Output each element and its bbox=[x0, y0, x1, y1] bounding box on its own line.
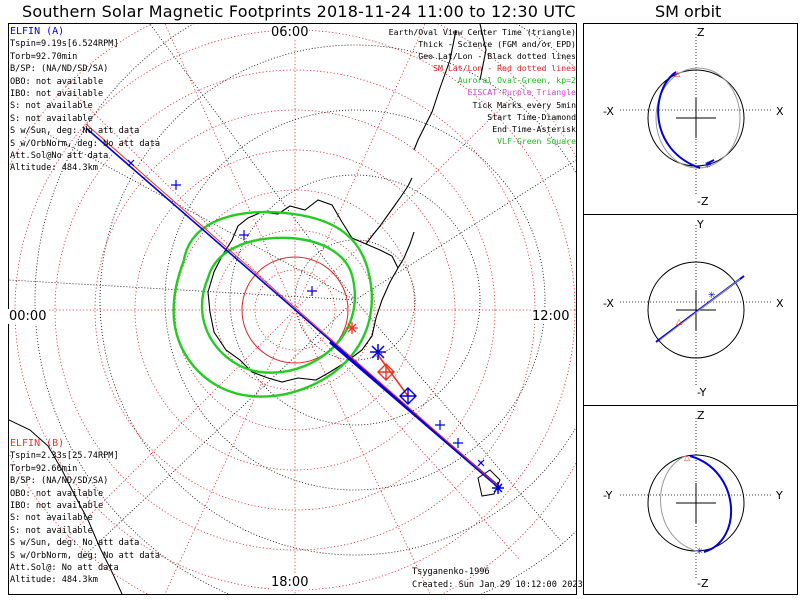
start-time-diamond-a bbox=[399, 387, 417, 405]
mlt-label-top: 06:00 bbox=[270, 25, 310, 40]
end-time-asterisk bbox=[370, 344, 504, 494]
elfin-b-asterisk bbox=[346, 322, 358, 334]
svg-text:△: △ bbox=[684, 453, 691, 462]
svg-text:✳: ✳ bbox=[696, 547, 704, 557]
svg-text:✳: ✳ bbox=[704, 161, 712, 171]
legend-item: Earth/Oval View Center Time (triangle) bbox=[388, 27, 576, 37]
svg-text:✳: ✳ bbox=[708, 291, 716, 301]
orbit3-right-label: Y bbox=[776, 489, 783, 502]
elfin-a-line: S w/Sun, deg: No att data bbox=[10, 126, 140, 137]
elfin-b-line: S w/Sun, deg: No att data bbox=[10, 538, 140, 549]
orbit-panel-xz: △ ✳ bbox=[620, 34, 772, 196]
mlt-label-bottom: 18:00 bbox=[270, 575, 310, 590]
legend-item: VLF-Green Square bbox=[497, 135, 576, 146]
orbit3-left-label: -Y bbox=[603, 489, 613, 502]
elfin-b-line: S: not available bbox=[10, 513, 93, 524]
page-title: Southern Solar Magnetic Footprints 2018-… bbox=[22, 2, 576, 21]
legend-item: SM Lat/Lon - Red dotted lines bbox=[433, 63, 576, 74]
orbit1-left-label: -X bbox=[603, 105, 614, 118]
elfin-a-line: Torb=92.70min bbox=[10, 51, 78, 62]
sm-orbit-panel bbox=[583, 23, 798, 595]
legend-item: End Time-Asterisk bbox=[492, 123, 576, 134]
elfin-b-line: IBO: not available bbox=[10, 501, 104, 512]
south-america-coastline bbox=[413, 24, 487, 151]
orbit3-top-label: Z bbox=[697, 409, 705, 422]
elfin-b-line: Torb=92.66min bbox=[10, 463, 78, 474]
orbit-panel-xy: △ ✳ bbox=[620, 225, 772, 387]
legend-item: Auroral Oval-Green, kp=2 bbox=[457, 75, 576, 86]
orbit-panel-yz: △ ✳ bbox=[620, 418, 772, 580]
orbit-divider bbox=[583, 405, 798, 406]
orbit1-right-label: X bbox=[776, 105, 784, 118]
legend: Earth/Oval View Center Time (triangle) T… bbox=[389, 26, 576, 147]
elfin-b-name: ELFIN (B) bbox=[10, 438, 65, 449]
elfin-a-line: Att.Sol@No att data bbox=[10, 151, 109, 162]
elfin-b-info: ELFIN (B) Tspin=2.33s[25.74RPM] Torb=92.… bbox=[10, 438, 160, 587]
elfin-a-line: IBO: not available bbox=[10, 89, 104, 100]
legend-item: Tick Marks every 5min bbox=[472, 99, 576, 110]
elfin-a-line: S w/OrbNorm, deg: No att data bbox=[10, 138, 161, 149]
elfin-a-line: S: not available bbox=[10, 113, 93, 124]
elfin-a-line: Tspin=9.19s[6.524RPM] bbox=[10, 39, 119, 50]
elfin-a-line: B/SP: (NA/ND/SD/SA) bbox=[10, 64, 109, 75]
auroral-oval bbox=[172, 210, 374, 398]
elfin-b-line: OBO: not available bbox=[10, 488, 104, 499]
orbit3-bottom-label: -Z bbox=[697, 577, 709, 590]
antarctica-coastline bbox=[207, 199, 399, 383]
orbit2-right-label: X bbox=[776, 297, 784, 310]
sm-pole-circle bbox=[241, 256, 349, 364]
legend-item: Geo Lat/Lon - Black dotted lines bbox=[418, 51, 576, 62]
elfin-a-name: ELFIN (A) bbox=[10, 26, 65, 37]
elfin-a-line: OBO: not available bbox=[10, 76, 104, 87]
mlt-label-right: 12:00 bbox=[531, 309, 571, 324]
orbit2-left-label: -X bbox=[603, 297, 614, 310]
orbit2-top-label: Y bbox=[697, 218, 704, 231]
elfin-b-line: B/SP: (NA/ND/SD/SA) bbox=[10, 476, 109, 487]
elfin-a-line: Altitude: 484.3km bbox=[10, 163, 98, 174]
track-tick-marks bbox=[127, 159, 485, 467]
orbit1-bottom-label: -Z bbox=[697, 195, 709, 208]
legend-item: Thick - Science (FGM and/or EPD) bbox=[418, 39, 576, 50]
start-time-diamond-b bbox=[377, 363, 395, 381]
mlt-label-left: 00:00 bbox=[8, 309, 48, 324]
elfin-b-line: Att.Sol@: No att data bbox=[10, 563, 119, 574]
created-timestamp: Created: Sun Jan 29 10:12:00 2023 bbox=[412, 580, 583, 590]
legend-item: Start Time-Diamond bbox=[487, 111, 576, 122]
orbit2-bottom-label: -Y bbox=[697, 386, 707, 399]
legend-item: EISCAT-Purple Triangle bbox=[467, 87, 576, 98]
elfin-b-track bbox=[85, 123, 499, 487]
australia-coastline bbox=[9, 419, 123, 594]
orbit1-top-label: Z bbox=[697, 26, 705, 39]
elfin-b-line: Tspin=2.33s[25.74RPM] bbox=[10, 451, 119, 462]
elfin-a-info: ELFIN (A) Tspin=9.19s[6.524RPM] Torb=92.… bbox=[10, 26, 160, 175]
elfin-a-line: S: not available bbox=[10, 101, 93, 112]
model-name: Tsyganenko-1996 bbox=[412, 567, 490, 577]
elfin-a-track bbox=[85, 127, 501, 490]
svg-text:△: △ bbox=[676, 317, 683, 326]
orbit-divider bbox=[583, 214, 798, 215]
antarctic-peninsula bbox=[365, 177, 415, 269]
orbit-title: SM orbit bbox=[655, 2, 722, 21]
svg-text:△: △ bbox=[674, 69, 681, 78]
elfin-b-line: S w/OrbNorm, deg: No att data bbox=[10, 550, 161, 561]
elfin-b-line: S: not available bbox=[10, 525, 93, 536]
elfin-b-line: Altitude: 484.3km bbox=[10, 575, 98, 586]
